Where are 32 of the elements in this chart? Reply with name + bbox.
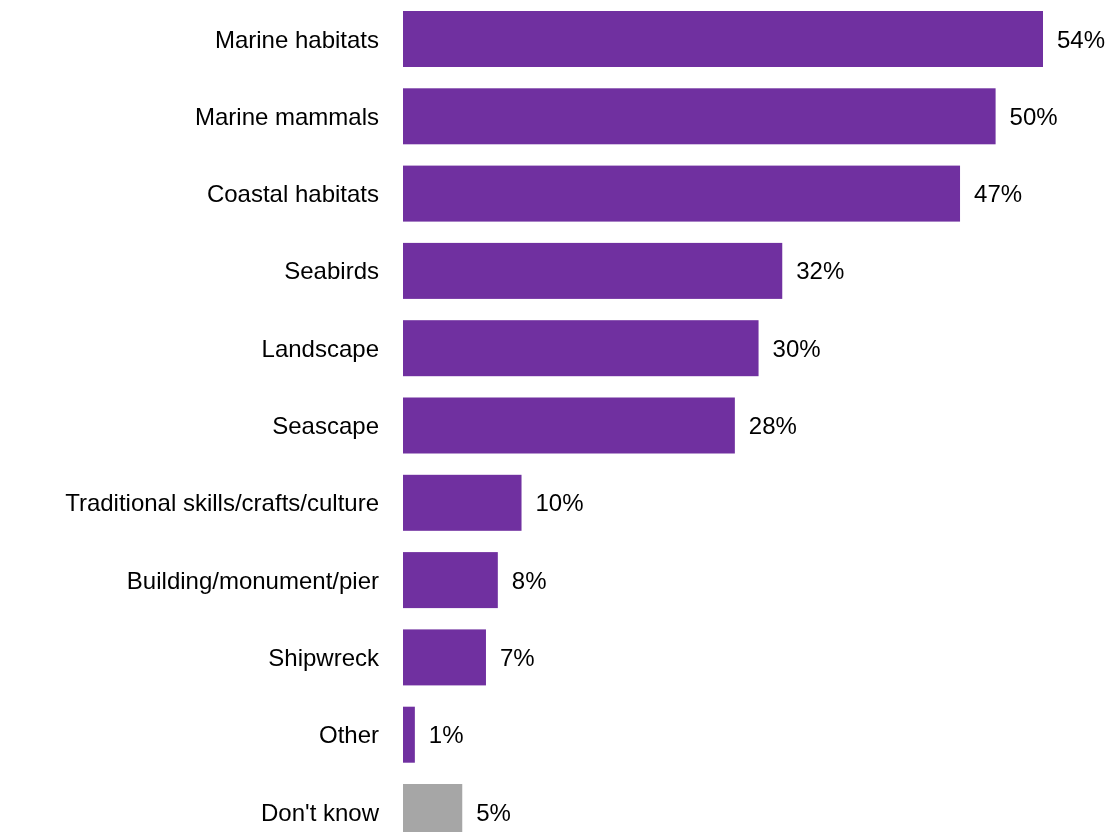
y-tick-label: Other <box>318 721 379 749</box>
data-label: 7% <box>499 643 535 671</box>
bar <box>403 474 522 531</box>
bar <box>403 320 759 377</box>
data-label: 54% <box>1057 25 1106 53</box>
data-label: 5% <box>476 798 511 826</box>
data-label: 28% <box>748 412 797 439</box>
y-tick-label: Coastal habitats <box>206 180 379 208</box>
y-tick-label: Landscape <box>261 334 379 362</box>
data-label: 8% <box>511 566 547 594</box>
bar <box>403 165 961 222</box>
bar <box>403 629 486 686</box>
bar <box>403 706 415 763</box>
bar <box>403 242 783 299</box>
data-label: 50% <box>1009 102 1058 130</box>
y-tick-label: Shipwreck <box>268 643 380 671</box>
y-tick-label: Seabirds <box>284 257 379 285</box>
y-tick-label: Don't know <box>261 798 380 826</box>
y-tick-label: Traditional skills/crafts/culture <box>65 489 379 517</box>
bar <box>403 397 735 454</box>
data-label: 30% <box>772 334 821 362</box>
data-label: 10% <box>535 489 584 517</box>
data-label: 47% <box>974 180 1023 208</box>
bar <box>403 11 1043 67</box>
data-label: 32% <box>796 257 845 285</box>
bar <box>403 552 498 609</box>
y-tick-label: Marine habitats <box>214 25 379 53</box>
data-label: 1% <box>428 721 464 749</box>
y-tick-label: Seascape <box>272 412 379 439</box>
y-tick-label: Building/monument/pier <box>126 566 380 594</box>
y-tick-label: Marine mammals <box>194 102 379 130</box>
bar <box>403 88 996 145</box>
